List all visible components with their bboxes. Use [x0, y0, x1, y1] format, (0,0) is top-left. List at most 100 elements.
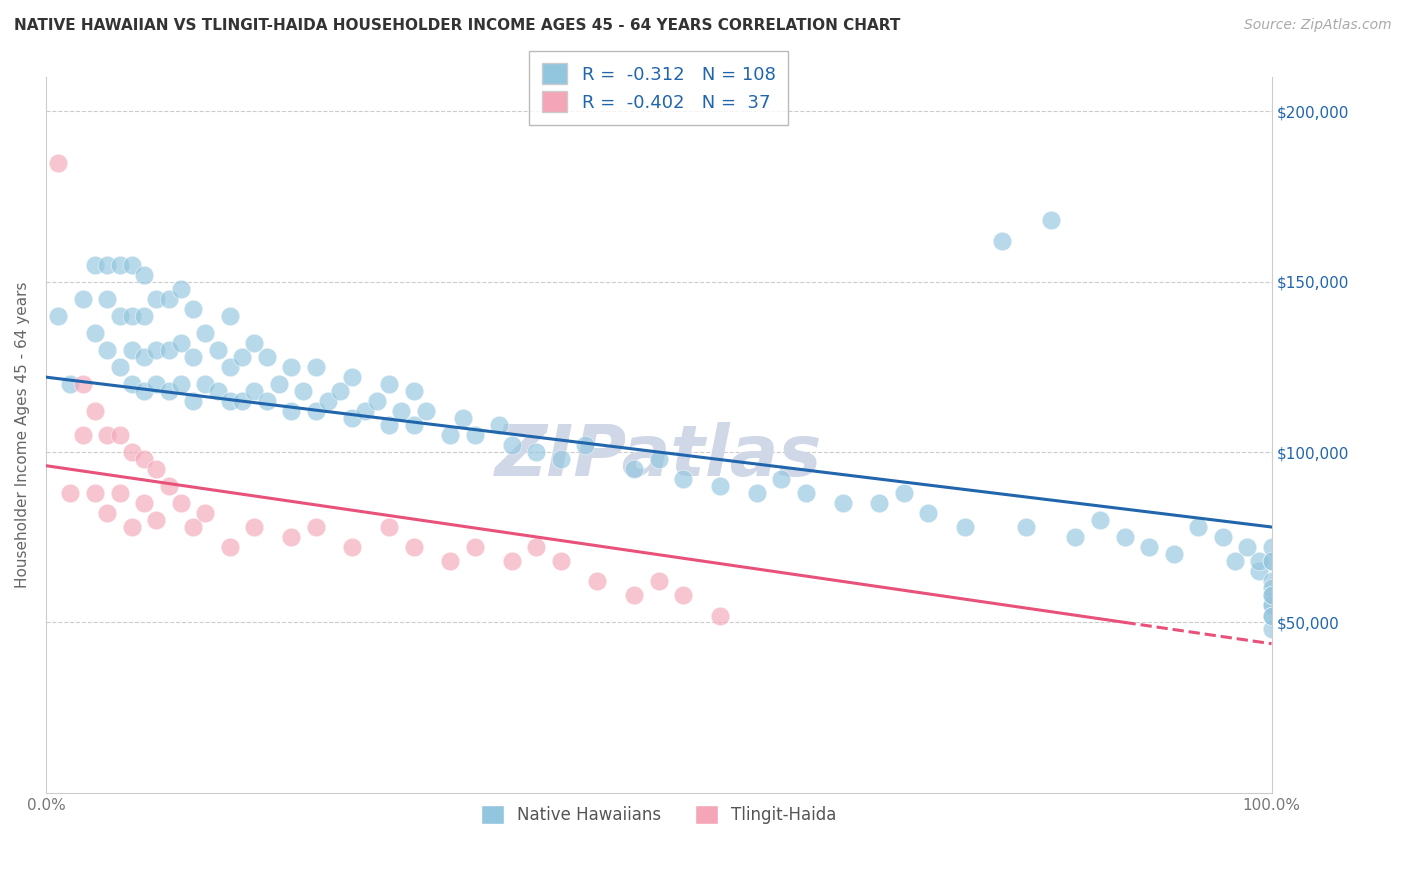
Point [917, 507, 939, 521]
Point [623, 588, 645, 602]
Point [451, 411, 474, 425]
Point [415, 404, 437, 418]
Point [550, 451, 572, 466]
Point [672, 588, 695, 602]
Point [181, 520, 204, 534]
Point [991, 234, 1014, 248]
Point [709, 608, 731, 623]
Point [464, 428, 486, 442]
Point [121, 343, 143, 357]
Point [181, 394, 204, 409]
Point [170, 336, 193, 351]
Point [121, 309, 143, 323]
Point [46, 309, 69, 323]
Point [121, 520, 143, 534]
Point [1163, 547, 1185, 561]
Point [132, 268, 155, 282]
Point [648, 451, 671, 466]
Point [132, 309, 155, 323]
Point [304, 359, 326, 374]
Point [132, 384, 155, 398]
Point [464, 541, 486, 555]
Text: Source: ZipAtlas.com: Source: ZipAtlas.com [1244, 18, 1392, 32]
Point [353, 404, 375, 418]
Point [1260, 588, 1282, 602]
Point [342, 541, 364, 555]
Point [501, 438, 523, 452]
Point [108, 428, 131, 442]
Point [121, 445, 143, 459]
Point [256, 350, 278, 364]
Point [1260, 554, 1282, 568]
Point [267, 376, 290, 391]
Point [170, 376, 193, 391]
Point [402, 384, 425, 398]
Point [218, 359, 240, 374]
Text: ZIPatlas: ZIPatlas [495, 422, 823, 491]
Point [1260, 574, 1282, 589]
Point [218, 394, 240, 409]
Point [1249, 554, 1271, 568]
Point [770, 472, 793, 486]
Point [157, 292, 180, 306]
Point [96, 428, 118, 442]
Point [1236, 541, 1258, 555]
Point [329, 384, 352, 398]
Point [550, 554, 572, 568]
Point [366, 394, 388, 409]
Point [243, 336, 266, 351]
Point [623, 462, 645, 476]
Point [280, 530, 302, 544]
Point [1223, 554, 1246, 568]
Point [145, 513, 167, 527]
Point [831, 496, 853, 510]
Point [256, 394, 278, 409]
Point [745, 486, 768, 500]
Point [524, 541, 547, 555]
Point [488, 417, 510, 432]
Point [1260, 622, 1282, 636]
Point [342, 411, 364, 425]
Point [96, 292, 118, 306]
Point [1260, 608, 1282, 623]
Point [316, 394, 339, 409]
Point [157, 343, 180, 357]
Point [207, 343, 229, 357]
Point [181, 301, 204, 316]
Point [524, 445, 547, 459]
Point [108, 359, 131, 374]
Point [342, 370, 364, 384]
Point [108, 258, 131, 272]
Point [794, 486, 817, 500]
Point [84, 258, 107, 272]
Point [96, 507, 118, 521]
Point [280, 359, 302, 374]
Point [1187, 520, 1209, 534]
Point [304, 520, 326, 534]
Point [893, 486, 915, 500]
Point [378, 376, 401, 391]
Point [121, 376, 143, 391]
Point [378, 520, 401, 534]
Point [181, 350, 204, 364]
Point [170, 282, 193, 296]
Point [648, 574, 671, 589]
Point [574, 438, 596, 452]
Text: NATIVE HAWAIIAN VS TLINGIT-HAIDA HOUSEHOLDER INCOME AGES 45 - 64 YEARS CORRELATI: NATIVE HAWAIIAN VS TLINGIT-HAIDA HOUSEHO… [14, 18, 900, 33]
Point [59, 376, 82, 391]
Point [868, 496, 890, 510]
Point [218, 309, 240, 323]
Point [121, 258, 143, 272]
Point [1137, 541, 1160, 555]
Point [439, 428, 461, 442]
Point [96, 258, 118, 272]
Point [1260, 599, 1282, 613]
Point [72, 292, 94, 306]
Point [108, 486, 131, 500]
Point [402, 417, 425, 432]
Point [378, 417, 401, 432]
Point [672, 472, 695, 486]
Point [145, 462, 167, 476]
Point [194, 326, 217, 340]
Point [194, 376, 217, 391]
